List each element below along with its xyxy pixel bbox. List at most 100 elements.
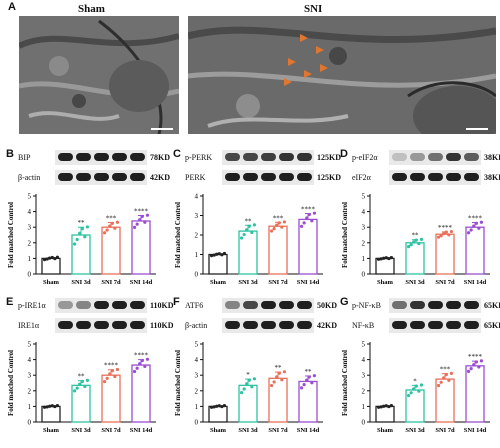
data-point — [280, 378, 284, 382]
data-point — [83, 384, 87, 389]
sham-micrograph-texture — [19, 16, 179, 134]
data-point — [42, 258, 47, 262]
data-point — [269, 229, 274, 233]
data-point — [384, 256, 388, 260]
y-tick-label: 0 — [28, 419, 32, 427]
blot-band — [243, 153, 258, 161]
kd-e-row2: 110KD — [150, 321, 174, 330]
blot-band — [243, 173, 258, 181]
data-point — [242, 232, 246, 237]
y-axis-label: Fold matched Control — [174, 350, 182, 416]
data-point — [245, 382, 249, 386]
data-point — [419, 237, 424, 241]
x-tick-label: SNI 14d — [464, 279, 487, 286]
data-point — [75, 386, 79, 390]
y-tick-label: 3 — [195, 372, 199, 380]
data-point — [312, 374, 317, 378]
chart-e: Fold matched Control 0 1 2 3 4 5 Sham ** SNI 3d **… — [7, 341, 156, 434]
y-tick-label: 1 — [195, 251, 199, 259]
blot-f-row2 — [222, 318, 314, 333]
panel-f-letter: F — [173, 296, 180, 308]
significance-label: **** — [104, 362, 119, 370]
y-axis-label: Fold matched Control — [341, 350, 349, 416]
blot-band — [410, 153, 425, 161]
data-point — [78, 382, 82, 386]
data-point — [72, 242, 77, 246]
data-point — [387, 256, 391, 261]
data-point — [442, 376, 446, 380]
sham-em-title: Sham — [78, 3, 105, 15]
y-tick-label: 0 — [362, 271, 366, 279]
blot-b-row1 — [55, 150, 147, 165]
significance-label: ** — [275, 364, 283, 372]
data-point — [209, 405, 214, 409]
data-point — [252, 377, 257, 381]
blot-band — [279, 301, 294, 309]
y-tick-label: 1 — [28, 255, 32, 263]
blot-g-row2-label: NF-κB — [352, 321, 375, 330]
x-tick-label: SNI 3d — [238, 427, 258, 434]
data-point — [307, 212, 311, 217]
data-point — [302, 383, 306, 387]
data-point — [414, 238, 418, 242]
data-point — [85, 225, 90, 229]
y-tick-label: 2 — [28, 387, 32, 395]
x-tick-label: SNI 3d — [405, 279, 425, 286]
y-tick-label: 1 — [195, 403, 199, 411]
data-point — [75, 237, 79, 242]
data-point — [449, 229, 454, 234]
data-point — [220, 253, 224, 257]
significance-label: **** — [468, 353, 483, 361]
blot-band — [392, 321, 407, 329]
data-point — [83, 235, 87, 239]
data-point — [479, 220, 484, 224]
data-point — [275, 223, 279, 227]
data-point — [145, 357, 150, 361]
significance-label: **** — [134, 352, 149, 360]
blot-g-row2 — [389, 318, 481, 333]
y-tick-label: 4 — [362, 208, 366, 216]
data-point — [412, 387, 416, 391]
data-point — [217, 252, 221, 256]
data-point — [143, 364, 147, 368]
data-point — [245, 228, 249, 232]
data-point — [48, 256, 52, 260]
significance-label: ** — [305, 368, 313, 376]
blot-b-row2 — [55, 170, 147, 185]
data-point — [135, 366, 139, 370]
x-tick-label: SNI 3d — [405, 427, 425, 434]
data-point — [143, 220, 147, 224]
data-point — [436, 235, 441, 239]
blot-d-row2 — [389, 170, 481, 185]
data-point — [140, 358, 144, 363]
blot-band — [410, 321, 425, 329]
data-point — [282, 370, 287, 374]
blot-band — [297, 301, 312, 309]
chart-d: Fold matched Control 0 1 2 3 4 5 Sham ** SNI 3d **… — [341, 193, 490, 286]
bar — [208, 253, 228, 275]
data-point — [209, 254, 214, 258]
blot-f-row2-label: β-actin — [185, 321, 208, 330]
data-point — [444, 230, 448, 234]
data-point — [45, 405, 49, 409]
blot-band — [94, 173, 109, 181]
x-tick-label: Sham — [43, 427, 59, 434]
y-tick-label: 2 — [362, 239, 366, 247]
data-point — [439, 380, 443, 384]
blot-c-row1 — [222, 150, 314, 165]
blot-band — [130, 321, 145, 329]
blot-band — [392, 301, 407, 309]
y-tick-label: 0 — [362, 419, 366, 427]
kd-c-row1: 125KD — [317, 153, 341, 162]
blot-band — [58, 301, 73, 309]
kd-g-row2: 65KD — [484, 321, 500, 330]
data-point — [42, 405, 47, 409]
blot-e-row2 — [55, 318, 147, 333]
data-point — [215, 404, 219, 408]
panel-e-letter: E — [6, 296, 14, 308]
data-point — [140, 214, 144, 219]
y-tick-label: 4 — [195, 356, 199, 364]
blot-band — [261, 173, 276, 181]
blot-band — [410, 173, 425, 181]
data-point — [250, 230, 254, 235]
